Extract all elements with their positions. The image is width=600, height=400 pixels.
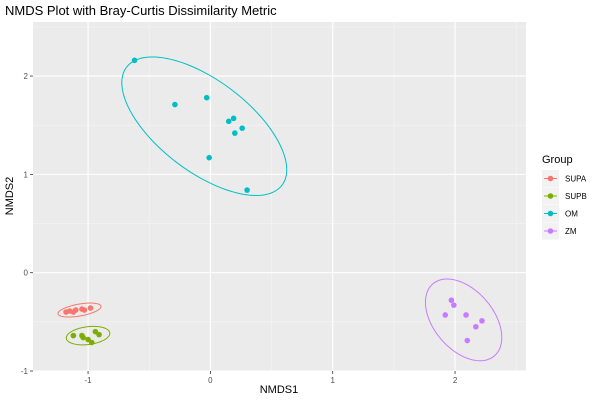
point-om: [230, 115, 237, 122]
legend-label: OM: [565, 210, 578, 219]
legend-item-zm: ZM: [542, 222, 577, 240]
legend-key-point: [547, 175, 554, 182]
group-ellipses: [57, 56, 503, 362]
minor-gridlines: [33, 22, 526, 371]
y-tick-label: 0: [24, 269, 29, 278]
point-om: [203, 94, 210, 101]
y-tick-label: -1: [21, 367, 29, 376]
x-axis-label: NMDS1: [260, 384, 299, 396]
legend-label: ZM: [565, 227, 577, 236]
point-supa: [81, 307, 88, 313]
point-om: [131, 57, 138, 64]
point-om: [172, 101, 178, 108]
point-om: [206, 154, 212, 161]
point-supa: [87, 305, 94, 311]
x-axis-ticks: -1 0 1 2: [84, 371, 458, 385]
legend-key-point: [547, 193, 554, 199]
point-zm: [451, 302, 457, 308]
legend-title: Group: [542, 154, 573, 166]
x-tick-label: 0: [208, 376, 213, 385]
x-tick-label: -1: [84, 376, 92, 385]
point-zm: [463, 312, 469, 318]
point-zm: [473, 323, 479, 330]
legend-key-point: [547, 228, 554, 234]
point-supb: [88, 339, 95, 346]
ellipse-zm: [424, 278, 503, 362]
y-tick-label: 1: [24, 170, 29, 179]
ellipse-om: [121, 56, 288, 196]
point-zm: [442, 312, 449, 318]
y-axis-ticks: -1 0 1 2: [21, 72, 33, 376]
y-tick-label: 2: [24, 72, 29, 81]
point-supa: [73, 307, 79, 313]
point-om: [239, 125, 245, 131]
point-om: [244, 187, 250, 193]
data-points: [63, 57, 485, 346]
point-om: [232, 130, 238, 136]
point-supb: [96, 331, 102, 338]
legend-item-om: OM: [542, 205, 578, 222]
point-om: [225, 118, 232, 125]
chart-title: NMDS Plot with Bray-Curtis Dissimilarity…: [5, 3, 277, 18]
point-zm: [464, 337, 471, 344]
legend-item-supa: SUPA: [542, 170, 587, 187]
point-zm: [448, 297, 455, 304]
plot-panel: [33, 22, 526, 371]
legend: Group SUPA SUPB OM ZM: [542, 154, 587, 240]
legend-item-supb: SUPB: [542, 187, 587, 205]
y-axis-label: NMDS2: [4, 177, 16, 216]
legend-label: SUPA: [565, 175, 587, 184]
x-tick-label: 1: [330, 376, 335, 385]
x-tick-label: 2: [453, 376, 458, 385]
point-zm: [479, 318, 485, 324]
major-gridlines: [33, 22, 526, 372]
legend-key-point: [547, 210, 554, 217]
point-supb: [80, 334, 86, 341]
point-supb: [70, 332, 77, 339]
legend-label: SUPB: [565, 192, 587, 201]
ellipse-supa: [57, 302, 102, 318]
ellipse-supb: [65, 325, 111, 346]
